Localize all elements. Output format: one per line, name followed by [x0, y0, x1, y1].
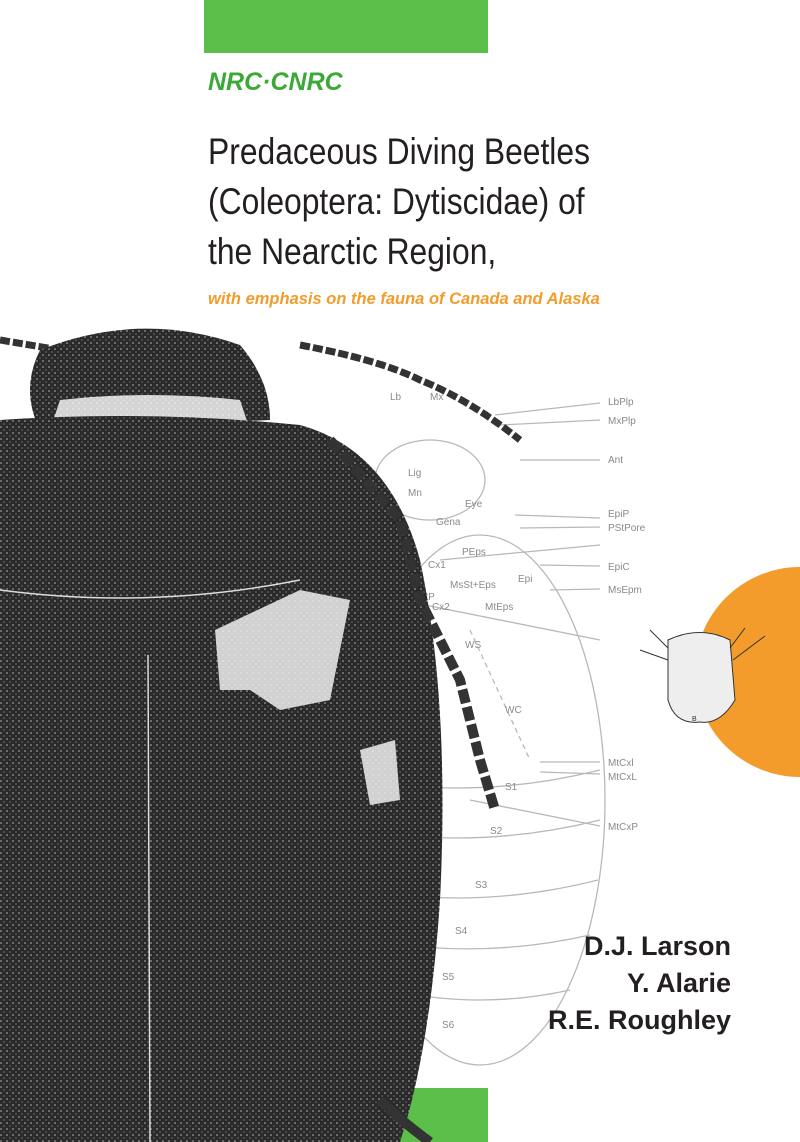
label: WC: [505, 705, 522, 716]
label: Mn: [408, 488, 422, 499]
label: S3: [475, 880, 488, 891]
label: S5: [442, 972, 455, 983]
title-line: the Nearctic Region,: [208, 232, 496, 273]
label: LbPlp: [608, 397, 634, 408]
label: Cx2: [432, 602, 450, 613]
title-line: Predaceous Diving Beetles: [208, 132, 590, 173]
label: Lb: [390, 392, 402, 403]
label: Mx: [430, 392, 443, 403]
publisher-logo: NRC·CNRC: [208, 68, 344, 96]
subtitle: with emphasis on the fauna of Canada and…: [208, 290, 600, 308]
top-bar: [204, 0, 488, 53]
orange-disc: [695, 567, 800, 777]
author: D.J. Larson: [584, 931, 731, 961]
larva-label: B: [692, 716, 697, 723]
label: MtCxP: [608, 822, 638, 833]
label: Epi: [518, 574, 532, 585]
label: MsSt+Eps: [450, 580, 496, 591]
label: PEps: [462, 547, 486, 558]
label: EpiP: [608, 509, 629, 520]
label: MtCxl: [608, 758, 634, 769]
label: S4: [455, 926, 468, 937]
label: Eye: [465, 499, 483, 510]
label: Cx1: [428, 560, 446, 571]
label: Lig: [408, 468, 421, 479]
title: Predaceous Diving Beetles (Coleoptera: D…: [208, 132, 590, 273]
larva-drawing: [639, 627, 766, 723]
label: S6: [442, 1020, 455, 1031]
label: MxPlp: [608, 416, 636, 427]
label: MtCxL: [608, 772, 637, 783]
author: Y. Alarie: [627, 968, 731, 998]
label: MsEpm: [608, 585, 642, 596]
title-line: (Coleoptera: Dytiscidae) of: [208, 182, 585, 223]
label: EpiC: [608, 562, 630, 573]
label: MtEps: [485, 602, 513, 613]
label: WS: [465, 640, 481, 651]
label: S2: [490, 826, 503, 837]
label: S1: [505, 782, 518, 793]
label: PStPore: [608, 523, 646, 534]
label: Gena: [436, 517, 461, 528]
label: Ant: [608, 455, 623, 466]
beetle-illustration: [0, 328, 523, 1142]
author: R.E. Roughley: [548, 1005, 731, 1035]
